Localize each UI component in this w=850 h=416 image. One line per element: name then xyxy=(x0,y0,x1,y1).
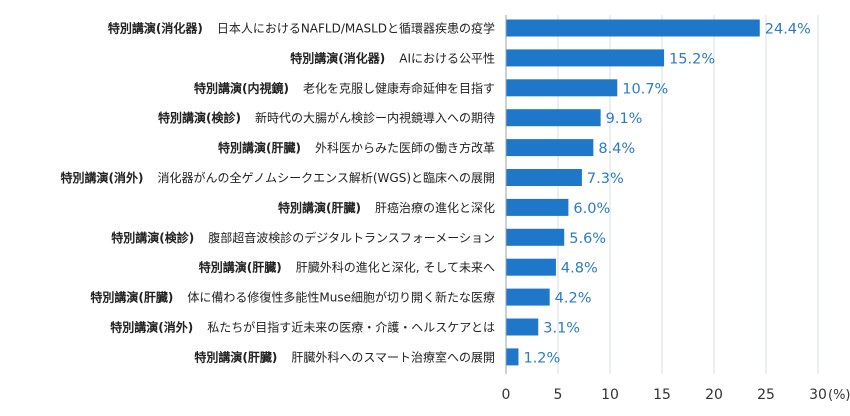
bar xyxy=(506,258,556,276)
category-name: 特別講演(肝臓) xyxy=(90,290,173,305)
value-labels: 24.4% 15.2%10.7% 9.1% 8.4% 7.3% 6.0% 5.6% 4.8% 4… xyxy=(523,22,810,367)
bar xyxy=(506,169,582,186)
category-label: 特別講演(検診) 腹部超音波検診のデジタルトランスフォーメーション xyxy=(111,230,495,245)
topic-name: 私たちが目指す近未来の医療・介護・ヘルスケアとは xyxy=(207,320,495,335)
x-tick-label: 30 xyxy=(809,387,827,403)
bar xyxy=(506,49,665,67)
x-tick-label: 10 xyxy=(601,387,619,403)
category-label: 特別講演(肝臓) 肝臓外科の進化と深化, そして未来へ xyxy=(199,260,495,275)
topic-name: 日本人におけるNAFLD/MASLDと循環器疾患の疫学 xyxy=(217,21,495,36)
category-name: 特別講演(検診) xyxy=(158,110,241,125)
bar xyxy=(506,348,519,366)
bar xyxy=(506,228,565,246)
category-name: 特別講演(消外) xyxy=(110,320,193,335)
grid-lines xyxy=(557,15,819,374)
category-label: 特別講演(肝臓) 肝癌治療の進化と深化 xyxy=(278,200,495,215)
topic-name: 腹部超音波検診のデジタルトランスフォーメーション xyxy=(208,230,495,245)
x-tick-label: 15 xyxy=(653,387,671,403)
value-label: 9.1% xyxy=(606,111,643,127)
category-name: 特別講演(肝臓) xyxy=(218,140,301,155)
category-label: 特別講演(消外) 私たちが目指す近未来の医療・介護・ヘルスケアとは xyxy=(110,320,495,335)
category-name: 特別講演(消化器) xyxy=(290,50,385,65)
category-labels: 特別講演(消化器) 日本人におけるNAFLD/MASLDと循環器疾患の疫学特別講演… xyxy=(60,21,495,365)
category-name: 特別講演(内視鏡) xyxy=(194,80,289,95)
value-label: 8.4% xyxy=(598,141,635,157)
x-tick-label: 25 xyxy=(757,387,775,403)
category-label: 特別講演(消外) 消化器がんの全ゲノムシークエンス解析(WGS)と臨床への展開 xyxy=(60,170,495,185)
value-label: 7.3% xyxy=(587,171,624,187)
category-name: 特別講演(肝臓) xyxy=(194,349,277,364)
topic-name: 新時代の大腸がん検診ー内視鏡導入への期待 xyxy=(255,110,495,125)
x-tick-label: 0 xyxy=(502,387,511,403)
value-label: 6.0% xyxy=(573,201,610,217)
bar xyxy=(506,318,539,336)
value-label: 10.7% xyxy=(622,81,668,97)
value-label: 24.4% xyxy=(765,22,811,38)
x-tick-label: 5 xyxy=(554,387,563,403)
category-label: 特別講演(消化器) 日本人におけるNAFLD/MASLDと循環器疾患の疫学 xyxy=(108,21,495,36)
category-label: 特別講演(肝臓) 体に備わる修復性多能性Muse細胞が切り開く新たな医療 xyxy=(90,290,495,305)
bar xyxy=(506,139,594,157)
category-name: 特別講演(検診) xyxy=(111,230,194,245)
topic-name: 外科医からみた医師の働き方改革 xyxy=(315,140,495,155)
bar xyxy=(506,79,618,97)
bar xyxy=(506,19,760,37)
category-label: 特別講演(肝臓) 肝臓外科へのスマート治療室への展開 xyxy=(194,349,495,364)
bar xyxy=(506,288,550,306)
topic-name: 肝臓外科へのスマート治療室への展開 xyxy=(291,349,495,364)
category-name: 特別講演(消外) xyxy=(60,170,143,185)
topic-name: 消化器がんの全ゲノムシークエンス解析(WGS)と臨床への展開 xyxy=(157,170,495,185)
topic-name: 肝癌治療の進化と深化 xyxy=(375,200,495,215)
value-label: 3.1% xyxy=(543,321,580,337)
value-label: 4.2% xyxy=(555,291,592,307)
value-label: 4.8% xyxy=(561,261,598,277)
category-label: 特別講演(肝臓) 外科医からみた医師の働き方改革 xyxy=(218,140,495,155)
value-label: 15.2% xyxy=(669,51,715,67)
value-label: 5.6% xyxy=(569,231,606,247)
topic-name: AIにおける公平性 xyxy=(399,51,495,65)
category-name: 特別講演(消化器) xyxy=(108,21,203,36)
category-label: 特別講演(内視鏡) 老化を克服し健康寿命延伸を目指す xyxy=(194,80,495,95)
x-tick-label: 20 xyxy=(705,387,723,403)
bar xyxy=(506,198,569,216)
topic-name: 老化を克服し健康寿命延伸を目指す xyxy=(303,80,495,95)
category-label: 特別講演(消化器) AIにおける公平性 xyxy=(290,50,495,65)
x-axis-unit-label: (%) xyxy=(828,388,850,403)
category-name: 特別講演(肝臓) xyxy=(278,200,361,215)
topic-name: 肝臓外科の進化と深化, そして未来へ xyxy=(296,261,495,275)
category-name: 特別講演(肝臓) xyxy=(199,260,282,275)
x-axis-tick-labels: 0 5 10 15 20 25 30 xyxy=(502,387,827,403)
value-label: 1.2% xyxy=(523,350,560,366)
bar xyxy=(506,109,601,127)
bars xyxy=(506,19,760,366)
topic-name: 体に備わる修復性多能性Muse細胞が切り開く新たな医療 xyxy=(187,290,495,305)
category-label: 特別講演(検診) 新時代の大腸がん検診ー内視鏡導入への期待 xyxy=(158,110,495,125)
